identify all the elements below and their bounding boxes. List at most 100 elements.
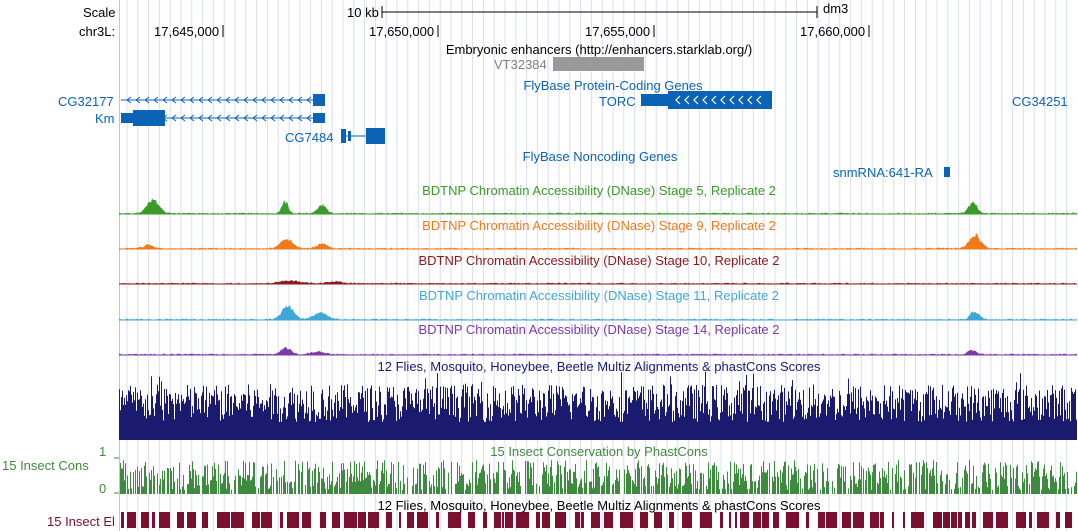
conserved-element — [762, 512, 769, 528]
gene-cg32177-strand-arrow — [180, 96, 186, 104]
conserved-element — [217, 512, 230, 528]
conserved-element — [202, 512, 208, 528]
gene-label-cg34251[interactable]: CG34251 — [1012, 94, 1068, 109]
gene-km-strand-arrow — [252, 114, 258, 122]
track-title-dnase-stage10[interactable]: BDTNP Chromatin Accessibility (DNase) St… — [418, 253, 780, 268]
conserved-element — [818, 512, 825, 528]
gene-km-strand-arrow — [126, 114, 132, 122]
track-title-elements[interactable]: 12 Flies, Mosquito, Honeybee, Beetle Mul… — [377, 498, 821, 513]
track-title-dnase-stage11[interactable]: BDTNP Chromatin Accessibility (DNase) St… — [418, 288, 780, 303]
gene-km-strand-arrow — [180, 114, 186, 122]
conserved-element — [280, 512, 283, 528]
conserved-element — [682, 512, 692, 528]
gene-km-strand-arrow — [306, 114, 312, 122]
conserved-element — [555, 512, 566, 528]
gene-cg32177-strand-arrow — [162, 96, 168, 104]
conserved-element — [604, 512, 613, 528]
conserved-element — [542, 512, 550, 528]
conserved-element — [620, 512, 633, 528]
side-label-phastcons[interactable]: 15 Insect Cons — [2, 458, 89, 473]
conserved-element — [806, 512, 809, 528]
gene-cg32177-strand-arrow — [225, 96, 231, 104]
gene-km-strand-arrow — [288, 114, 294, 122]
conserved-element — [640, 512, 648, 528]
conserved-element — [344, 512, 357, 528]
conserved-element — [332, 512, 340, 528]
dnase-signal — [119, 280, 1077, 284]
assembly-label: dm3 — [823, 1, 849, 16]
track-title-dnase-stage5[interactable]: BDTNP Chromatin Accessibility (DNase) St… — [422, 183, 776, 198]
gene-torc-strand-arrow — [693, 95, 699, 105]
chrom-label: chr3L: — [79, 24, 116, 39]
gene-label-cg7484[interactable]: CG7484 — [285, 130, 334, 145]
conserved-element — [386, 512, 392, 528]
conserved-element — [892, 512, 894, 528]
track-title-enhancers[interactable]: Embryonic enhancers (http://enhancers.st… — [445, 42, 753, 57]
gene-km-exon — [313, 113, 325, 123]
conserved-element — [842, 512, 851, 528]
track-title-phastcons[interactable]: 15 Insect Conservation by PhastCons — [490, 444, 708, 459]
track-title-flybase-noncoding[interactable]: FlyBase Noncoding Genes — [522, 149, 678, 164]
gene-cg32177-strand-arrow — [171, 96, 177, 104]
conserved-element — [127, 512, 136, 528]
track-title-dnase-stage9[interactable]: BDTNP Chromatin Accessibility (DNase) St… — [422, 218, 776, 233]
gene-km-strand-arrow — [153, 114, 159, 122]
gene-km-strand-arrow — [144, 114, 150, 122]
gene-cg32177-strand-arrow — [288, 96, 294, 104]
conserved-element — [753, 512, 761, 528]
ruler-tick-label: 17,660,000 — [800, 24, 866, 39]
conserved-element — [121, 512, 124, 528]
conserved-element — [575, 512, 580, 528]
side-label-elements[interactable]: 15 Insect El — [47, 514, 115, 529]
gene-km-strand-arrow — [279, 114, 285, 122]
track-title-multiz[interactable]: 12 Flies, Mosquito, Honeybee, Beetle Mul… — [377, 359, 821, 374]
conserved-element — [407, 512, 414, 528]
gene-torc-strand-arrow — [729, 95, 735, 105]
track-title-flybase-coding[interactable]: FlyBase Protein-Coding Genes — [523, 78, 703, 93]
conserved-element — [870, 512, 879, 528]
enhancer-item-label[interactable]: VT32384 — [494, 57, 547, 72]
axis-max-label: 1 — [99, 444, 107, 459]
conserved-element — [591, 512, 600, 528]
conserved-element — [735, 512, 737, 528]
conserved-element — [972, 512, 976, 528]
conserved-element — [1029, 512, 1032, 528]
conserved-element — [1037, 512, 1049, 528]
conserved-element — [177, 512, 184, 528]
gene-torc-strand-arrow — [675, 95, 681, 105]
conserved-element — [368, 512, 379, 528]
dnase-signal — [119, 198, 1077, 214]
conserved-element — [358, 512, 366, 528]
conserved-element — [826, 512, 837, 528]
gene-label-torc[interactable]: TORC — [599, 94, 636, 109]
gene-cg32177-strand-arrow — [297, 96, 303, 104]
gene-cg32177-strand-arrow — [135, 96, 141, 104]
conserved-element — [880, 512, 884, 528]
gene-cg32177-strand-arrow — [189, 96, 195, 104]
conserved-element — [494, 512, 501, 528]
gene-label-km[interactable]: Km — [95, 111, 115, 126]
gene-cg32177-strand-arrow — [198, 96, 204, 104]
gene-cg32177-strand-arrow — [207, 96, 213, 104]
gene-km-strand-arrow — [261, 114, 267, 122]
gene-km-strand-arrow — [189, 114, 195, 122]
track-title-dnase-stage14[interactable]: BDTNP Chromatin Accessibility (DNase) St… — [418, 322, 780, 337]
conserved-element — [773, 512, 779, 528]
gene-cg32177-strand-arrow — [261, 96, 267, 104]
dnase-signal — [119, 346, 1077, 355]
conserved-element — [943, 512, 950, 528]
gene-label-cg32177[interactable]: CG32177 — [58, 94, 114, 109]
conserved-element — [399, 512, 401, 528]
gene-km-strand-arrow — [171, 114, 177, 122]
gene-km-strand-arrow — [162, 114, 168, 122]
gene-label-snmrna[interactable]: snmRNA:641-RA — [833, 165, 933, 180]
conserved-element — [320, 512, 326, 528]
gene-cg32177-exon — [313, 94, 325, 106]
conserved-element — [287, 512, 299, 528]
conserved-element — [996, 512, 1008, 528]
gene-km-strand-arrow — [198, 114, 204, 122]
conserved-element — [141, 512, 149, 528]
